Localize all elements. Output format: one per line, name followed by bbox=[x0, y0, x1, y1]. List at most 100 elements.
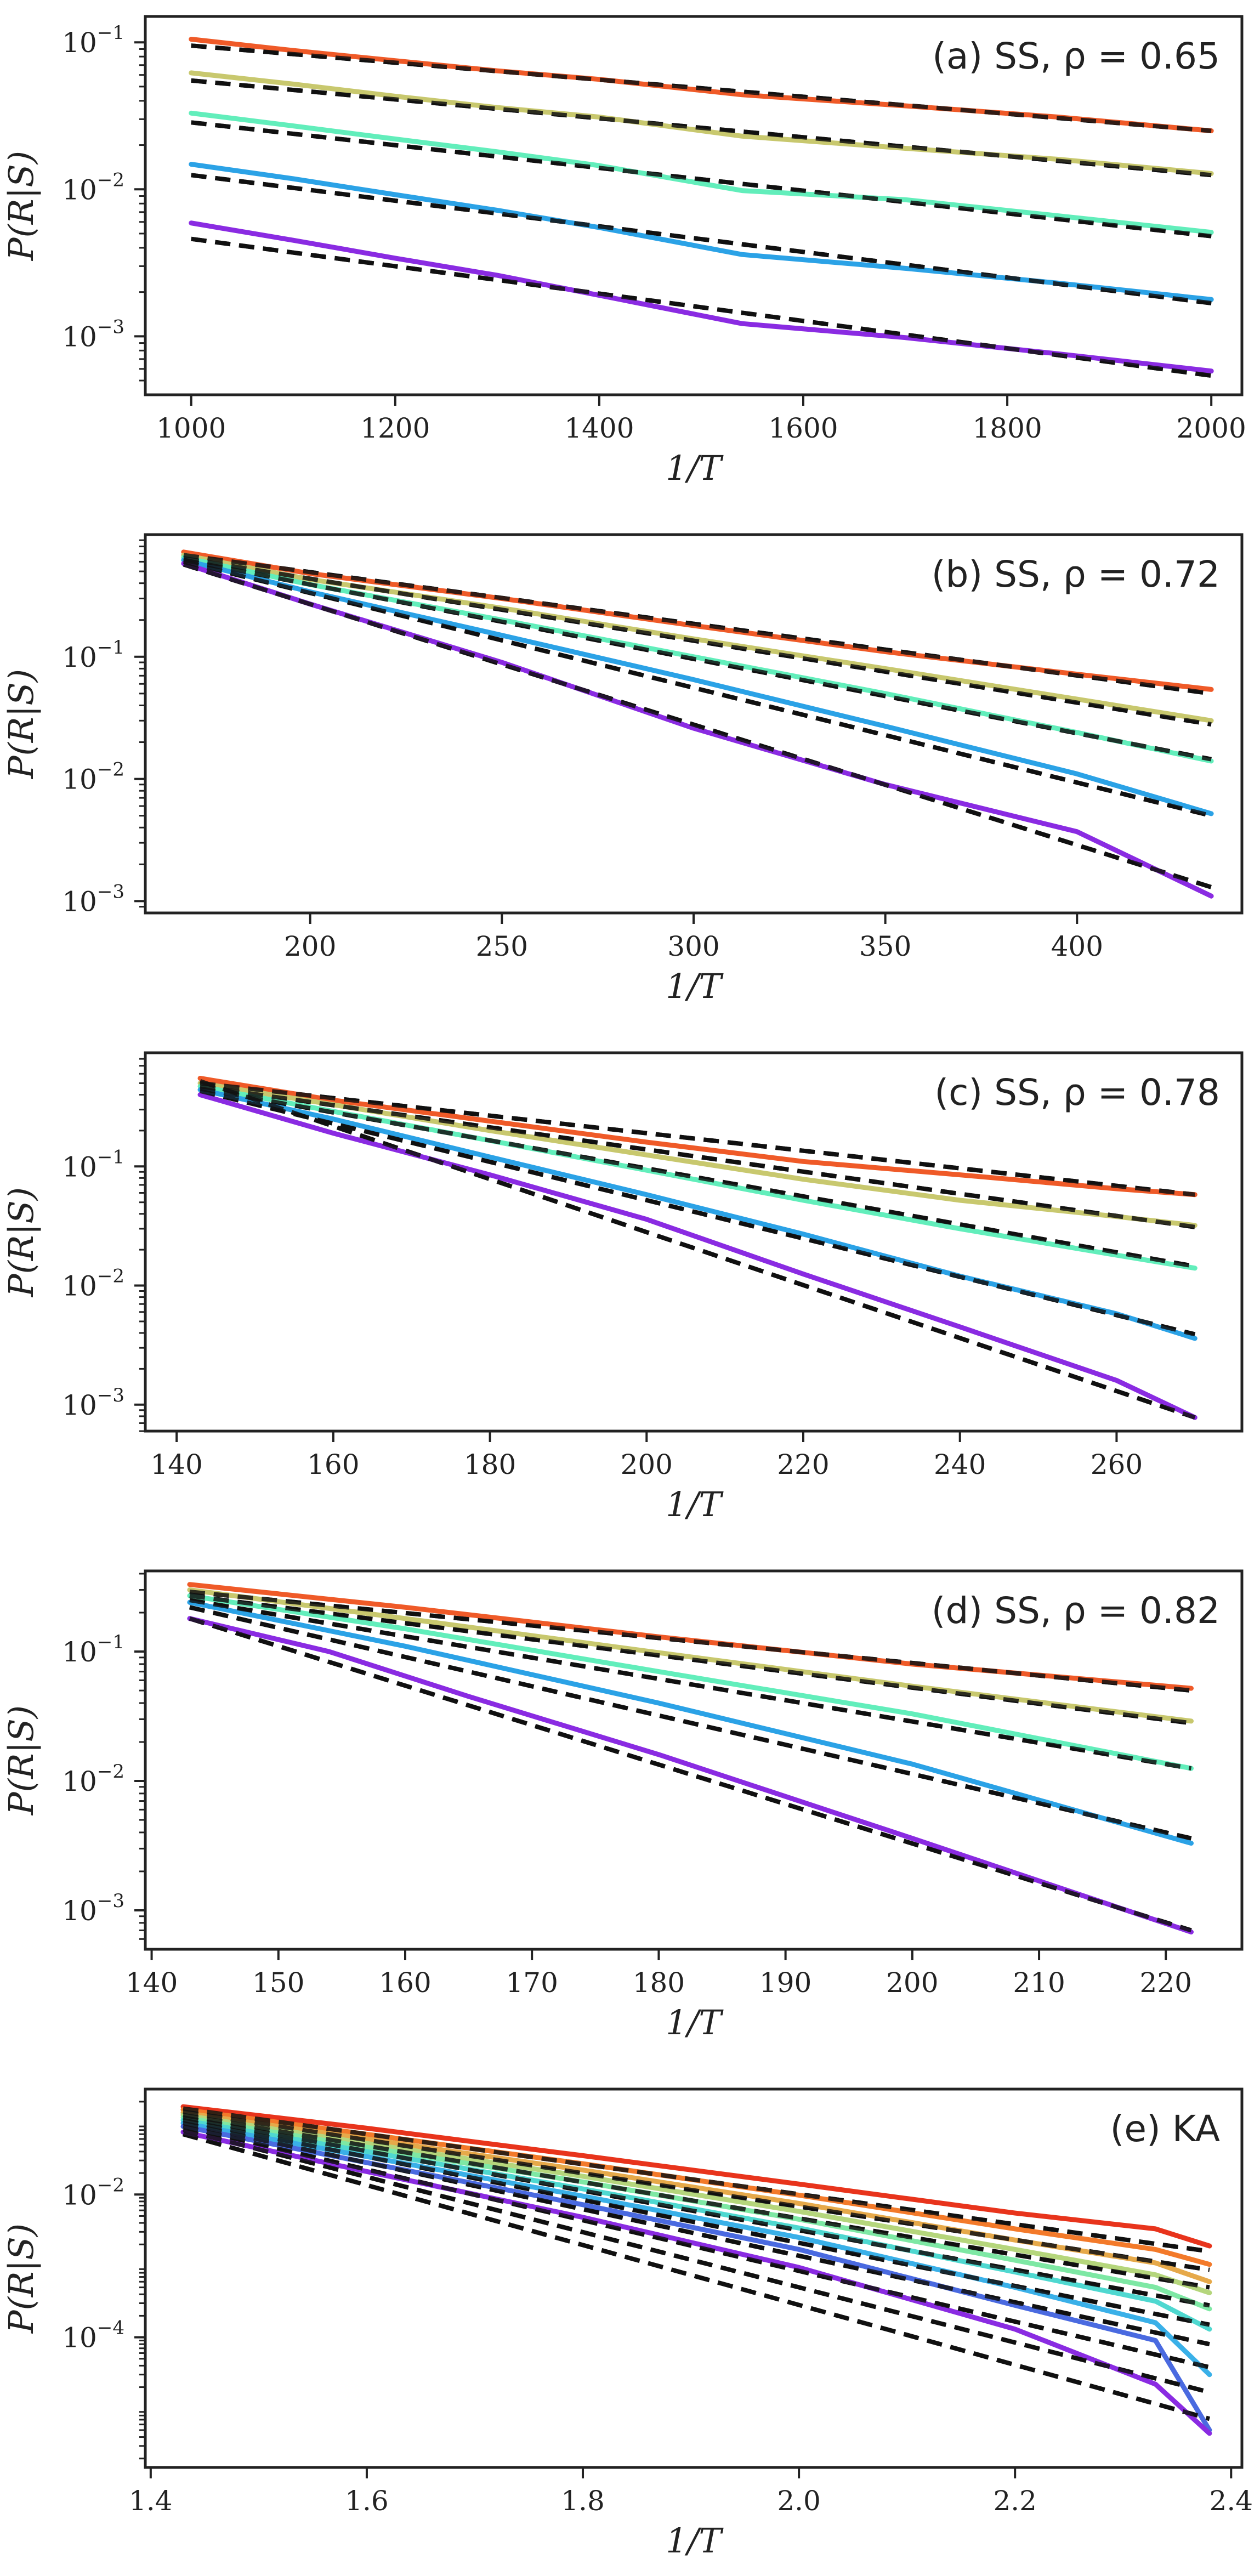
series-line-3 bbox=[180, 2110, 1212, 2284]
x-tick-label: 210 bbox=[1013, 1967, 1065, 1999]
series-line-3 bbox=[189, 110, 1214, 235]
y-tick-label: 10−3 bbox=[62, 316, 124, 353]
x-tick-label: 1200 bbox=[360, 412, 430, 444]
series-line-7 bbox=[180, 2120, 1212, 2378]
fit-line-overlay-3 bbox=[183, 558, 1212, 762]
panel-a: 1000 1200 1400 1600 1800 2000 10−3 10−2 10−1 1/T P… bbox=[1, 15, 1246, 488]
series-line-4 bbox=[180, 2112, 1212, 2295]
panel-title: (e) KA bbox=[1110, 2108, 1220, 2150]
y-tick-label: 10−4 bbox=[62, 2317, 124, 2354]
x-tick-label: 220 bbox=[1140, 1967, 1192, 1999]
x-tick-label: 1400 bbox=[564, 412, 634, 444]
x-axis-label: 1/T bbox=[666, 2002, 724, 2042]
x-tick-label: 200 bbox=[284, 930, 336, 962]
fit-line-overlay-4 bbox=[183, 559, 1212, 818]
x-tick-label: 300 bbox=[667, 930, 719, 962]
x-tick-label: 1.6 bbox=[345, 2485, 389, 2517]
x-axis-label: 1/T bbox=[666, 1484, 724, 1524]
fit-line-overlay-5 bbox=[199, 1079, 1196, 1420]
series-line-3 bbox=[187, 1593, 1194, 1771]
panel-b: 200 250 300 350 400 10−3 10−2 10−1 1/T P(R|S) (b) … bbox=[1, 533, 1244, 1006]
fit-line-overlay-1 bbox=[200, 1081, 1195, 1197]
x-tick-label: 140 bbox=[150, 1449, 202, 1480]
series-line-4 bbox=[197, 1087, 1197, 1341]
series-line-1 bbox=[197, 1076, 1197, 1198]
series-line-2 bbox=[189, 70, 1214, 176]
fit-line-overlay-1 bbox=[183, 553, 1212, 696]
plot-area bbox=[197, 1076, 1197, 1420]
y-tick-label: 10−2 bbox=[62, 759, 124, 796]
axes-frame bbox=[144, 1051, 1244, 1433]
x-tick-label: 140 bbox=[126, 1967, 178, 1999]
x-axis-label: 1/T bbox=[666, 448, 724, 488]
x-tick-label: 190 bbox=[759, 1967, 811, 1999]
fit-line-overlay-8 bbox=[183, 2127, 1210, 2395]
fit-line-overlay-2 bbox=[183, 2109, 1210, 2272]
fit-line-overlay-2 bbox=[191, 78, 1212, 178]
y-tick-label: 10−1 bbox=[62, 637, 124, 673]
x-tick-label: 160 bbox=[379, 1967, 431, 1999]
x-tick-label: 1000 bbox=[156, 412, 226, 444]
panel-title: (b) SS, ρ = 0.72 bbox=[932, 553, 1220, 595]
fit-line-overlay-5 bbox=[189, 1616, 1192, 1933]
fit-line-overlay-6 bbox=[183, 2121, 1210, 2347]
x-tick-label: 150 bbox=[252, 1967, 304, 1999]
panel-title: (a) SS, ρ = 0.65 bbox=[932, 35, 1220, 77]
series-line-8 bbox=[180, 2124, 1212, 2433]
axes-frame bbox=[144, 15, 1244, 396]
series-line-5 bbox=[180, 2115, 1212, 2312]
y-axis-label: P(R|S) bbox=[1, 1705, 41, 1815]
fit-line-overlay-3 bbox=[191, 120, 1212, 239]
fit-line-overlay-4 bbox=[200, 1088, 1196, 1337]
fit-line-overlay-5 bbox=[183, 562, 1212, 889]
panel-e: 1.4 1.6 1.8 2.0 2.2 2.4 10−4 10−2 1/T P(R|S) (e) K… bbox=[1, 2087, 1253, 2561]
fit-line-overlay-4 bbox=[189, 1605, 1192, 1841]
x-tick-label: 180 bbox=[464, 1449, 516, 1480]
x-tick-label: 220 bbox=[777, 1449, 829, 1480]
plot-area bbox=[189, 37, 1214, 378]
series-line-2 bbox=[180, 2107, 1212, 2267]
x-tick-label: 260 bbox=[1091, 1449, 1143, 1480]
x-tick-label: 1.4 bbox=[129, 2485, 173, 2517]
y-axis-label: P(R|S) bbox=[1, 151, 41, 261]
x-tick-label: 1.8 bbox=[561, 2485, 605, 2517]
fit-line-overlay-9 bbox=[182, 2132, 1210, 2421]
x-tick-label: 240 bbox=[934, 1449, 986, 1480]
series-line-1 bbox=[189, 37, 1214, 134]
fit-line-overlay-3 bbox=[189, 1598, 1192, 1771]
axes-frame bbox=[144, 1569, 1244, 1951]
y-tick-label: 10−3 bbox=[62, 1890, 124, 1927]
x-tick-label: 350 bbox=[859, 930, 911, 962]
x-tick-label: 400 bbox=[1051, 930, 1103, 962]
series-line-3 bbox=[197, 1083, 1197, 1271]
panel-d: 140 150 160 170 180 190 200 210 220 10−3 10−2 10−1 1… bbox=[1, 1569, 1244, 2042]
y-tick-label: 10−2 bbox=[62, 1266, 124, 1302]
y-tick-label: 10−3 bbox=[62, 881, 124, 917]
series-line-9 bbox=[180, 2129, 1212, 2436]
plot-area bbox=[181, 549, 1214, 899]
y-axis-label: P(R|S) bbox=[1, 2223, 41, 2334]
y-axis-label: P(R|S) bbox=[1, 669, 41, 779]
panel-title: (d) SS, ρ = 0.82 bbox=[932, 1590, 1220, 1632]
y-axis-label: P(R|S) bbox=[1, 1187, 41, 1297]
x-tick-label: 2000 bbox=[1177, 412, 1246, 444]
fit-line-overlay-1 bbox=[191, 43, 1212, 133]
fit-line-overlay-5 bbox=[183, 2118, 1210, 2327]
fit-line-overlay-5 bbox=[191, 236, 1212, 378]
y-tick-label: 10−2 bbox=[62, 1761, 124, 1797]
x-tick-label: 2.0 bbox=[777, 2485, 821, 2517]
fit-line-overlay-3 bbox=[183, 2113, 1210, 2290]
series-line-5 bbox=[187, 1616, 1194, 1934]
x-tick-label: 180 bbox=[633, 1967, 685, 1999]
x-tick-label: 2.2 bbox=[993, 2485, 1037, 2517]
x-tick-label: 160 bbox=[307, 1449, 359, 1480]
fit-line-overlay-7 bbox=[183, 2124, 1210, 2370]
y-tick-label: 10−1 bbox=[62, 1146, 124, 1183]
fit-line-overlay-4 bbox=[191, 173, 1212, 305]
series-line-5 bbox=[197, 1092, 1197, 1420]
x-tick-label: 1600 bbox=[768, 412, 838, 444]
x-tick-label: 250 bbox=[476, 930, 528, 962]
y-tick-label: 10−2 bbox=[62, 169, 124, 206]
panel-title: (c) SS, ρ = 0.78 bbox=[934, 1071, 1220, 1114]
